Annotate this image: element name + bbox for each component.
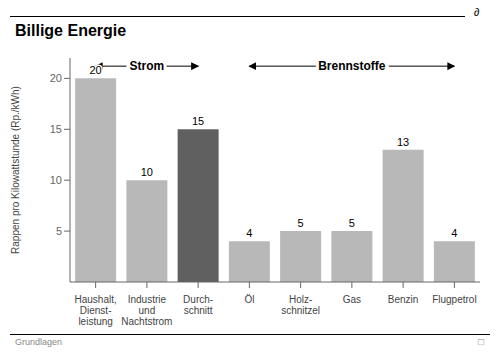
svg-text:Flugpetrol: Flugpetrol [432,294,476,305]
html-text:Billige Energie: Billige Energie [15,22,127,39]
svg-text:Durch-schnitt: Durch-schnitt [183,294,213,316]
svg-text:13: 13 [397,136,409,148]
svg-text:10: 10 [50,174,62,186]
svg-text:Strom: Strom [130,59,165,73]
html-text:Grundlagen: Grundlagen [15,337,62,347]
svg-text:IndustrieundNachtstrom: IndustrieundNachtstrom [121,294,172,327]
svg-text:20: 20 [90,64,102,76]
svg-text:Rappen pro Kilowattstunde (Rp.: Rappen pro Kilowattstunde (Rp./kWh) [10,86,21,254]
svg-text:15: 15 [50,123,62,135]
svg-text:Öl: Öl [244,294,254,305]
svg-text:Holz-schnitzel: Holz-schnitzel [281,294,320,316]
svg-text:10: 10 [141,166,153,178]
svg-text:5: 5 [349,217,355,229]
svg-text:15: 15 [192,115,204,127]
svg-text:20: 20 [50,72,62,84]
svg-text:Brennstoffe: Brennstoffe [318,59,386,73]
svg-text:5: 5 [298,217,304,229]
svg-text:4: 4 [451,227,457,239]
svg-text:Benzin: Benzin [388,294,419,305]
svg-text:Gas: Gas [343,294,361,305]
svg-text:Haushalt,Dienst-leistung: Haushalt,Dienst-leistung [75,294,117,327]
svg-text:5: 5 [56,225,62,237]
svg-text:4: 4 [246,227,252,239]
